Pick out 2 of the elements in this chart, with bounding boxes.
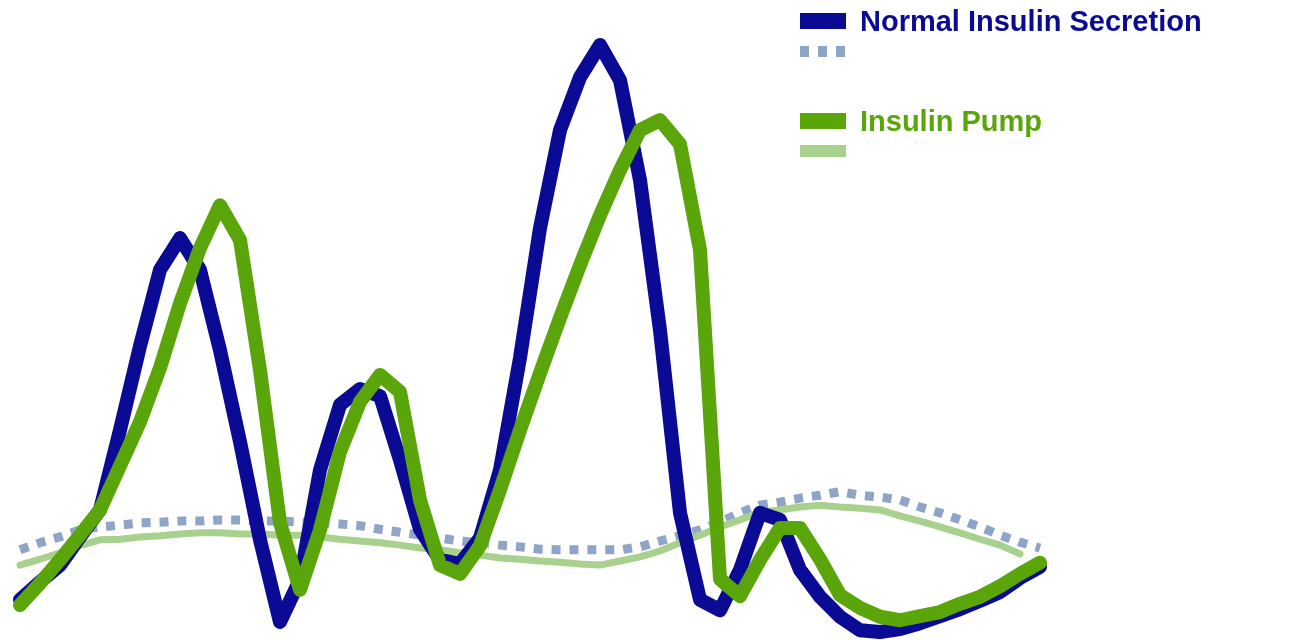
legend-label: Insulin Pump — [860, 104, 1043, 138]
legend-label: Normal Insulin Secretion — [860, 4, 1202, 38]
